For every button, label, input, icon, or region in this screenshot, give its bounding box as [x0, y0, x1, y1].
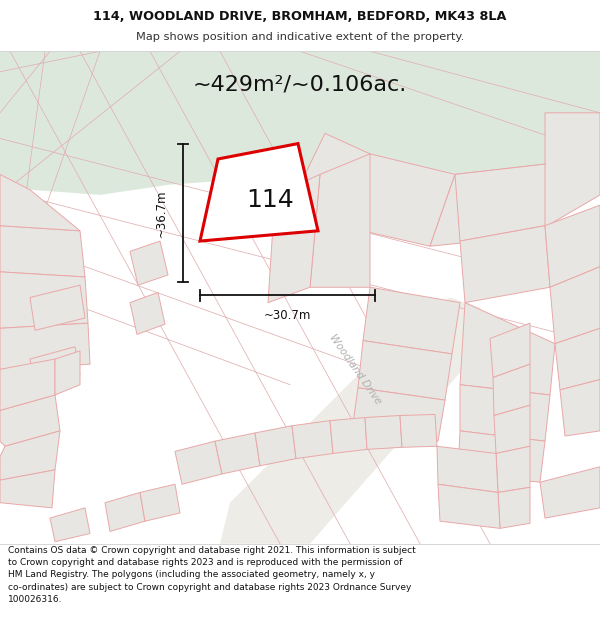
Text: 114: 114 — [246, 188, 294, 212]
Polygon shape — [490, 323, 530, 378]
Polygon shape — [458, 431, 545, 482]
Polygon shape — [0, 470, 55, 508]
Text: ~30.7m: ~30.7m — [264, 309, 311, 322]
Polygon shape — [493, 364, 530, 416]
Polygon shape — [295, 133, 370, 226]
Polygon shape — [130, 241, 168, 285]
Text: ~429m²/~0.106ac.: ~429m²/~0.106ac. — [193, 74, 407, 94]
Polygon shape — [0, 323, 90, 369]
Polygon shape — [0, 51, 600, 246]
Polygon shape — [363, 288, 460, 354]
Polygon shape — [460, 385, 550, 441]
Polygon shape — [50, 508, 90, 542]
Polygon shape — [55, 351, 80, 395]
Polygon shape — [352, 388, 445, 441]
Polygon shape — [130, 292, 165, 334]
Text: ~36.7m: ~36.7m — [155, 189, 167, 237]
Polygon shape — [494, 405, 530, 454]
Polygon shape — [220, 298, 490, 544]
Polygon shape — [545, 205, 600, 288]
Polygon shape — [0, 272, 88, 328]
Polygon shape — [460, 302, 555, 395]
Polygon shape — [560, 379, 600, 436]
Polygon shape — [0, 359, 55, 411]
Polygon shape — [438, 484, 500, 528]
Polygon shape — [175, 441, 222, 484]
Polygon shape — [340, 154, 455, 246]
Polygon shape — [30, 347, 80, 387]
Polygon shape — [30, 285, 85, 331]
Polygon shape — [0, 174, 80, 231]
Polygon shape — [358, 341, 452, 400]
Polygon shape — [455, 164, 545, 241]
Polygon shape — [555, 328, 600, 390]
Text: Woodland Drive: Woodland Drive — [327, 332, 383, 406]
Polygon shape — [540, 467, 600, 518]
Polygon shape — [0, 431, 60, 480]
Polygon shape — [200, 144, 318, 241]
Polygon shape — [255, 426, 296, 466]
Text: 114, WOODLAND DRIVE, BROMHAM, BEDFORD, MK43 8LA: 114, WOODLAND DRIVE, BROMHAM, BEDFORD, M… — [94, 10, 506, 23]
Polygon shape — [430, 164, 545, 246]
Polygon shape — [550, 267, 600, 344]
Polygon shape — [292, 421, 333, 459]
Polygon shape — [310, 154, 370, 288]
Polygon shape — [0, 226, 85, 277]
Polygon shape — [496, 446, 530, 493]
Polygon shape — [140, 484, 180, 521]
Polygon shape — [215, 433, 260, 474]
Polygon shape — [460, 226, 550, 302]
Text: Contains OS data © Crown copyright and database right 2021. This information is : Contains OS data © Crown copyright and d… — [8, 546, 416, 604]
Polygon shape — [437, 446, 498, 493]
Polygon shape — [268, 174, 320, 302]
Polygon shape — [400, 414, 437, 447]
Polygon shape — [0, 395, 60, 446]
Polygon shape — [365, 416, 402, 449]
Polygon shape — [530, 112, 600, 236]
Polygon shape — [105, 492, 145, 531]
Polygon shape — [498, 488, 530, 528]
Text: Map shows position and indicative extent of the property.: Map shows position and indicative extent… — [136, 32, 464, 42]
Polygon shape — [330, 418, 367, 454]
